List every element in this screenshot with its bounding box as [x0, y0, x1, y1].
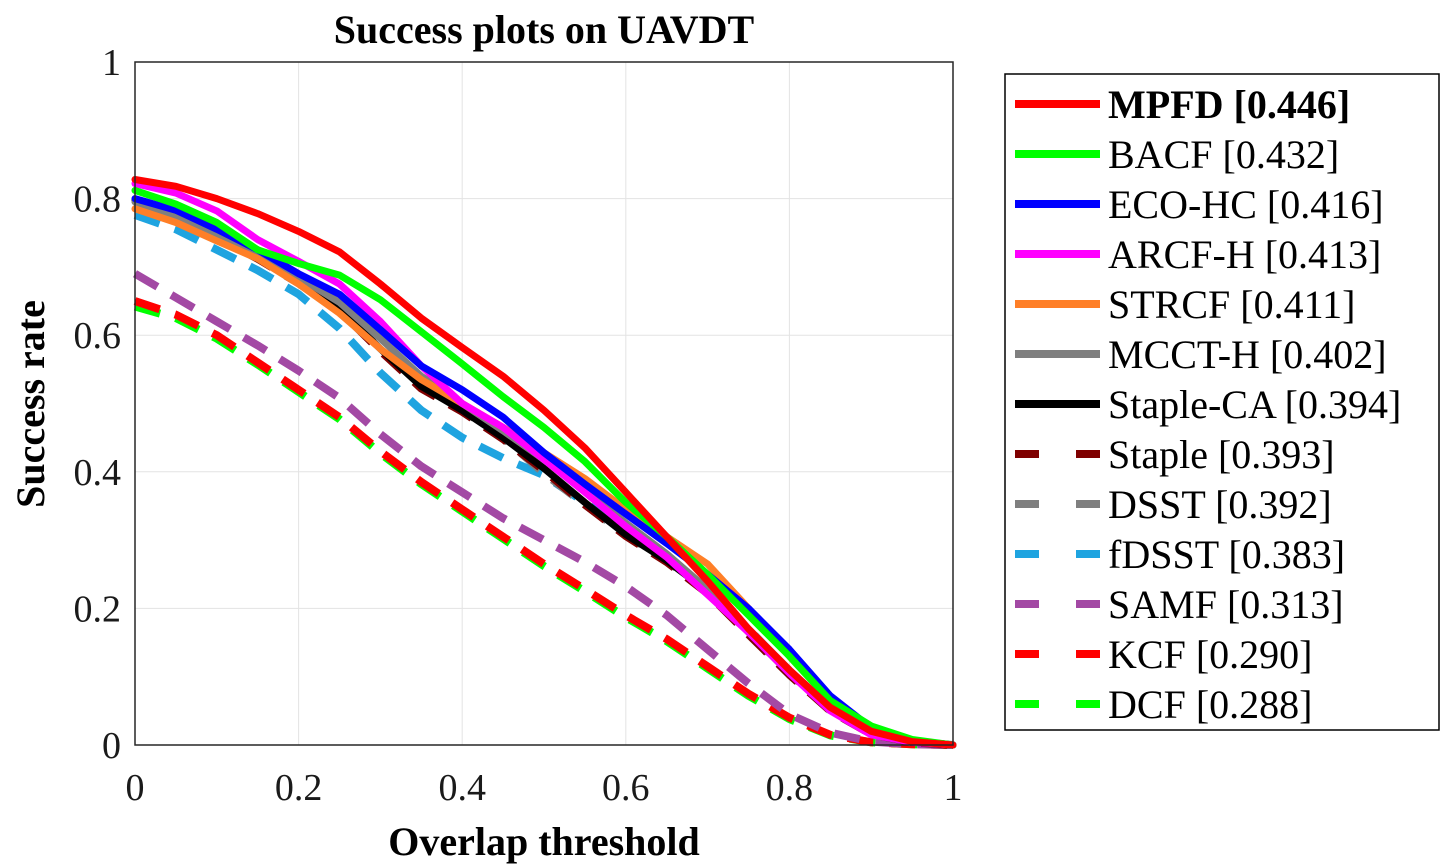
- y-axis-label: Success rate: [8, 300, 53, 508]
- tick-labels: 0 0.2 0.4 0.6 0.8 1 0 0.2 0.4 0.6 0.8 1: [74, 42, 963, 809]
- series-line-bacf: [131, 186, 957, 749]
- legend-label-staple: Staple [0.393]: [1108, 432, 1335, 477]
- y-tick-label: 0.8: [74, 179, 122, 221]
- legend-label-dcf: DCF [0.288]: [1108, 682, 1312, 727]
- legend-label-strcf: STRCF [0.411]: [1108, 282, 1355, 327]
- x-tick-label: 0.8: [766, 767, 814, 809]
- x-tick-label: 0.4: [438, 767, 486, 809]
- legend-label-arcf-h: ARCF-H [0.413]: [1108, 232, 1381, 277]
- legend-label-staple-ca: Staple-CA [0.394]: [1108, 382, 1401, 427]
- x-tick-label: 1: [944, 767, 963, 809]
- y-tick-label: 0: [102, 725, 121, 767]
- y-tick-label: 1: [102, 42, 121, 84]
- chart-title: Success plots on UAVDT: [334, 7, 755, 52]
- plot-frame: [134, 61, 954, 746]
- x-tick-label: 0: [126, 767, 145, 809]
- legend-label-bacf: BACF [0.432]: [1108, 132, 1339, 177]
- series-line-mpfd: [131, 176, 957, 749]
- series-layer: [131, 176, 957, 749]
- x-tick-label: 0.6: [602, 767, 650, 809]
- legend-label-mpfd: MPFD [0.446]: [1108, 82, 1350, 127]
- legend-label-mcct-h: MCCT-H [0.402]: [1108, 332, 1387, 377]
- legend-label-fdsst: fDSST [0.383]: [1108, 532, 1345, 577]
- legend-label-kcf: KCF [0.290]: [1108, 632, 1312, 677]
- legend-label-eco-hc: ECO-HC [0.416]: [1108, 182, 1384, 227]
- series-line-samf: [132, 270, 954, 749]
- legend-label-dsst: DSST [0.392]: [1108, 482, 1332, 527]
- legend: MPFD [0.446] BACF [0.432] ECO-HC [0.416] AR…: [1004, 73, 1440, 731]
- x-tick-label: 0.2: [275, 767, 323, 809]
- legend-label-samf: SAMF [0.313]: [1108, 582, 1344, 627]
- y-tick-label: 0.6: [74, 315, 122, 357]
- y-tick-label: 0.4: [74, 452, 122, 494]
- y-tick-label: 0.2: [74, 588, 122, 630]
- x-axis-label: Overlap threshold: [388, 819, 700, 864]
